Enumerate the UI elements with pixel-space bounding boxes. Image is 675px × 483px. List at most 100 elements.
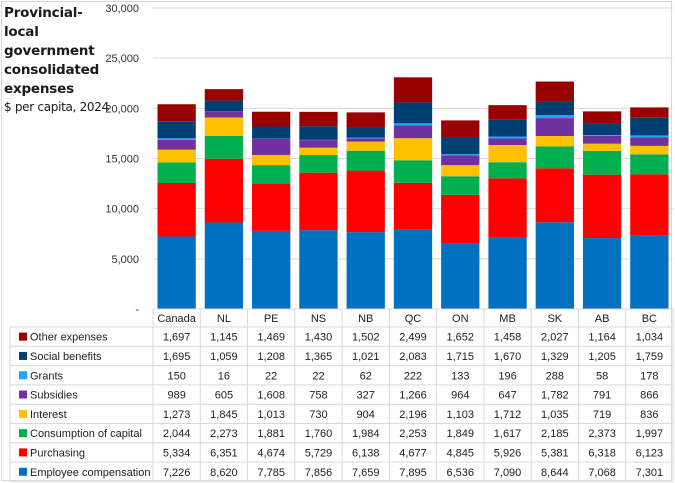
table-cell-value: 1,782 [541,390,569,402]
bar-segment [252,138,291,155]
table-cell-value: 1,715 [447,351,475,363]
bar-segment [299,172,338,231]
table-cell-value: 6,318 [588,447,616,459]
table-cell-value: 2,253 [399,428,427,440]
x-category-label: SK [547,313,562,325]
bar-segment [630,174,669,236]
bar-segment [535,81,574,102]
table-cell-value: 5,926 [494,447,522,459]
bar-segment [441,120,480,137]
table-cell-value: 1,035 [541,409,569,421]
bar-segment [441,194,480,244]
table-cell-value: 22 [312,370,324,382]
bar-segment [630,135,669,138]
y-tick-label: 15,000 [105,154,139,166]
bar-segment [346,137,385,139]
legend-label: Social benefits [30,351,102,363]
bar-segment [157,162,196,183]
bar-segment [488,178,527,238]
table-cell-value: 605 [215,390,233,402]
table-cell-value: 2,185 [541,428,569,440]
table-cell-value: 6,351 [210,447,238,459]
table-cell-value: 288 [546,370,564,382]
legend-label: Consumption of capital [30,428,142,440]
bar-segment [582,143,622,151]
legend-swatch [19,448,27,457]
bar-segment [488,138,527,146]
table-cell-value: 7,785 [257,467,285,479]
table-cell-value: 8,620 [210,467,238,479]
table-cell-value: 1,205 [588,351,616,363]
table-cell-value: 1,013 [257,409,285,421]
table-cell-value: 1,208 [257,351,285,363]
bar-segment [535,146,574,169]
bar-segment [535,222,574,309]
table-cell-value: 758 [309,390,327,402]
table-cell-value: 7,090 [494,467,522,479]
bar-segment [441,154,480,156]
table-cell-value: 1,059 [210,351,238,363]
bar-segment [488,105,527,120]
table-cell-value: 133 [451,370,469,382]
y-axis: - 5,000 10,000 15,000 20,000 25,000 30,000 [105,3,139,316]
bar-segment [393,77,433,103]
table-cell-value: 730 [309,409,327,421]
table-cell-value: 1,145 [210,332,238,344]
table-cell-value: 2,027 [541,332,569,344]
table-cell-value: 1,365 [305,351,333,363]
y-tick-label: 25,000 [105,53,139,65]
table-cell-value: 1,266 [399,390,427,402]
bar-segment [630,137,669,146]
bar-segment [441,155,480,166]
bar-segment [441,243,480,309]
table-cell-value: 6,138 [352,447,380,459]
y-tick-label: 20,000 [105,103,139,115]
bar-segment [393,160,433,183]
bar-segment [157,236,196,309]
table-cell-value: 1,997 [636,428,664,440]
table-cell-value: 16 [218,370,230,382]
legend-label: Interest [30,409,67,421]
x-category-label: MB [499,313,516,325]
legend-label: Other expenses [30,332,108,344]
y-tick-label: 30,000 [105,3,139,15]
x-category-label: NL [217,313,231,325]
bar-segment [157,138,196,140]
bar-segment [488,136,527,139]
bar-segment [582,150,622,175]
bar-segment [535,118,574,136]
table-cell-value: 2,373 [588,428,616,440]
data-table: Canada NL PE NS NB QC ON MB SK AB BC Other expenses… [9,308,674,482]
table-cell-value: 4,674 [257,447,285,459]
bar-segment [252,230,291,309]
bar-segment [393,138,433,161]
table-cell-value: 1,021 [352,351,380,363]
bar-segment [582,111,622,124]
table-cell-value: 6,123 [636,447,664,459]
x-category-label: NS [311,313,326,325]
chart-subtitle: $ per capita, 2024 [4,100,109,114]
table-cell-value: 1,469 [257,332,285,344]
bar-segment [299,140,338,148]
table-cell-value: 1,849 [447,428,475,440]
table-cell-value: 2,083 [399,351,427,363]
bar-segment [204,111,244,118]
table-cell-value: 719 [593,409,611,421]
table-cell-value: 1,652 [447,332,475,344]
bar-segment [346,150,385,171]
table-cell-value: 22 [265,370,277,382]
table-cell-value: 1,760 [305,428,333,440]
y-tick-label: 10,000 [105,204,139,216]
table-cell-value: 2,273 [210,428,238,440]
table-cell-value: 904 [357,409,375,421]
bar-segment [393,125,433,139]
table-cell-value: 4,677 [399,447,427,459]
table-cell-value: 1,881 [257,428,285,440]
table-cell-value: 1,458 [494,332,522,344]
bar-segment [252,165,291,184]
legend-swatch [19,429,27,438]
bar-segment [582,238,622,309]
bar-segment [252,183,291,231]
